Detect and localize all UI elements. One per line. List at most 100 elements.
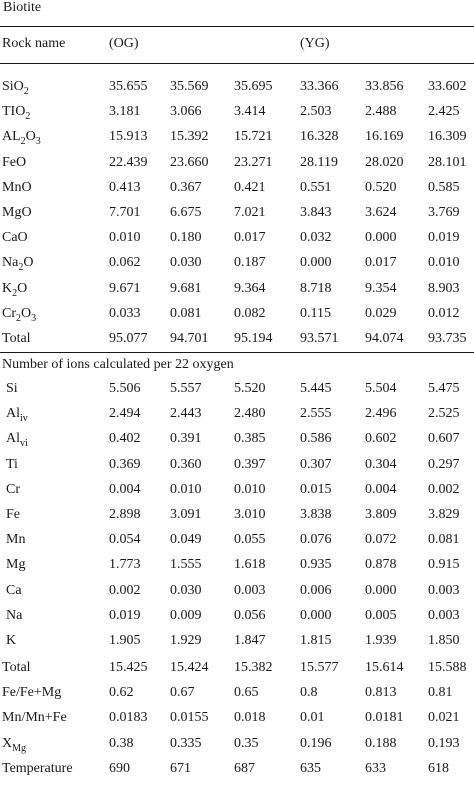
table-cell: 3.769 — [428, 205, 460, 220]
table-cell: 0.0183 — [109, 710, 148, 726]
row-label-subscript: 2 — [20, 136, 26, 148]
table-row: Cr2O3 0.033 0.081 0.082 0.115 0.029 0.012 — [0, 306, 474, 330]
table-cell: 5.475 — [428, 381, 460, 396]
row-label-subscript: vi — [20, 438, 28, 450]
table-cell: 0.019 — [428, 230, 460, 246]
table-cell: 0.188 — [365, 735, 397, 751]
table-cell: 94.074 — [365, 331, 404, 346]
table-cell: 0.65 — [234, 685, 259, 701]
table-cell: 16.328 — [300, 129, 339, 145]
table-row: MnO 0.413 0.367 0.421 0.551 0.520 0.585 — [0, 180, 474, 204]
table-cell: 9.671 — [109, 280, 141, 296]
table-cell: 5.504 — [365, 381, 397, 396]
group-yg-label: (YG) — [300, 36, 330, 51]
table-cell: 0.602 — [365, 431, 397, 447]
table-row: Ca 0.002 0.030 0.003 0.006 0.000 0.003 — [0, 583, 474, 607]
table-cell: 2.525 — [428, 406, 460, 422]
row-label: Ca — [6, 583, 22, 599]
table-cell: 0.003 — [234, 582, 266, 598]
row-label: Mg — [6, 557, 25, 573]
row-label-base: K — [6, 633, 17, 648]
row-label-suffix: O — [17, 280, 28, 296]
row-label-base: Si — [6, 381, 18, 396]
table-cell: 0.367 — [170, 179, 202, 195]
row-label: Fe — [6, 507, 20, 523]
table-cell: 1.905 — [109, 633, 141, 648]
table-cell: 0.81 — [428, 685, 453, 701]
table-cell: 95.194 — [234, 331, 273, 346]
table-cell: 2.488 — [365, 104, 397, 120]
row-label: Si — [6, 381, 18, 397]
table-cell: 2.898 — [109, 507, 141, 522]
table-cell: 15.424 — [170, 660, 209, 675]
row-label-base: Al — [6, 406, 20, 422]
table-cell: 0.391 — [170, 431, 202, 447]
row-label: Temperature — [2, 761, 73, 777]
table-cell: 15.588 — [428, 660, 467, 675]
table-cell: 0.307 — [300, 456, 332, 472]
table-cell: 0.032 — [300, 230, 332, 246]
row-label: Aliv — [6, 406, 28, 424]
table-cell: 0.915 — [428, 557, 460, 573]
table-cell: 0.004 — [365, 481, 397, 497]
table-cell: 0.029 — [365, 305, 397, 321]
ions-section-label: Number of ions calculated per 22 oxygen — [2, 357, 234, 372]
row-label-subscript: 3 — [31, 312, 37, 324]
row-label-base: Na — [2, 255, 19, 271]
row-label-base: CaO — [2, 230, 28, 246]
table-cell: 2.496 — [365, 406, 397, 422]
table-cell: 23.660 — [170, 154, 209, 170]
table-cell: 33.366 — [300, 79, 339, 94]
table-cell: 0.072 — [365, 532, 397, 548]
table-cell: 35.569 — [170, 79, 209, 94]
table-cell: 1.929 — [170, 633, 202, 648]
table-cell: 3.838 — [300, 507, 332, 522]
section-rule — [0, 352, 474, 353]
table-cell: 9.681 — [170, 280, 202, 296]
table-cell: 0.196 — [300, 735, 332, 751]
table-cell: 0.010 — [170, 481, 202, 497]
table-cell: 633 — [365, 760, 386, 776]
table-cell: 0.000 — [300, 255, 332, 271]
table-cell: 3.091 — [170, 507, 202, 522]
row-label-base: MnO — [2, 179, 32, 195]
row-label: Fe/Fe+Mg — [2, 685, 61, 701]
table-cell: 16.169 — [365, 129, 404, 145]
table-cell: 22.439 — [109, 154, 148, 170]
table-cell: 0.397 — [234, 456, 266, 472]
table-row: SiO2 35.655 35.569 35.695 33.366 33.856 33.602 — [0, 79, 474, 103]
row-label-base: K — [2, 280, 13, 296]
table-row: Total 15.425 15.424 15.382 15.577 15.614 15.58… — [0, 660, 474, 684]
table-cell: 1.555 — [170, 557, 202, 573]
row-label-base: MgO — [2, 205, 32, 220]
table-cell: 3.809 — [365, 507, 397, 522]
table-cell: 671 — [170, 760, 191, 776]
table-cell: 690 — [109, 760, 130, 776]
table-cell: 94.701 — [170, 331, 209, 346]
row-label-subscript: 2 — [23, 86, 29, 97]
row-label-base: Cr — [6, 481, 20, 497]
row-label-base: Fe/Fe+Mg — [2, 685, 62, 701]
row-label-subscript: 2 — [16, 312, 21, 324]
row-label: AL2O3 — [2, 129, 41, 148]
row-label-base: AL — [2, 129, 21, 145]
row-label-subscript: 3 — [35, 136, 41, 148]
table-cell: 0.004 — [109, 481, 141, 497]
table-cell: 15.392 — [170, 129, 209, 145]
table-cell: 1.939 — [365, 633, 397, 648]
table-cell: 0.01 — [300, 710, 325, 726]
table-row: Temperature 690 671 687 635 633 618 — [0, 761, 474, 785]
table-cell: 0.585 — [428, 179, 460, 195]
table-cell: 0.082 — [234, 305, 266, 321]
row-label: Total — [2, 660, 31, 676]
table-cell: 0.335 — [170, 735, 202, 751]
table-cell: 33.602 — [428, 79, 467, 94]
table-cell: 0.180 — [170, 230, 202, 246]
table-cell: 0.000 — [365, 230, 397, 246]
row-label: CaO — [2, 230, 28, 246]
table-cell: 0.081 — [428, 532, 460, 548]
table-cell: 0.38 — [109, 735, 134, 751]
table-cell: 0.076 — [300, 532, 332, 548]
table-cell: 15.913 — [109, 129, 148, 145]
table-cell: 1.815 — [300, 633, 332, 648]
